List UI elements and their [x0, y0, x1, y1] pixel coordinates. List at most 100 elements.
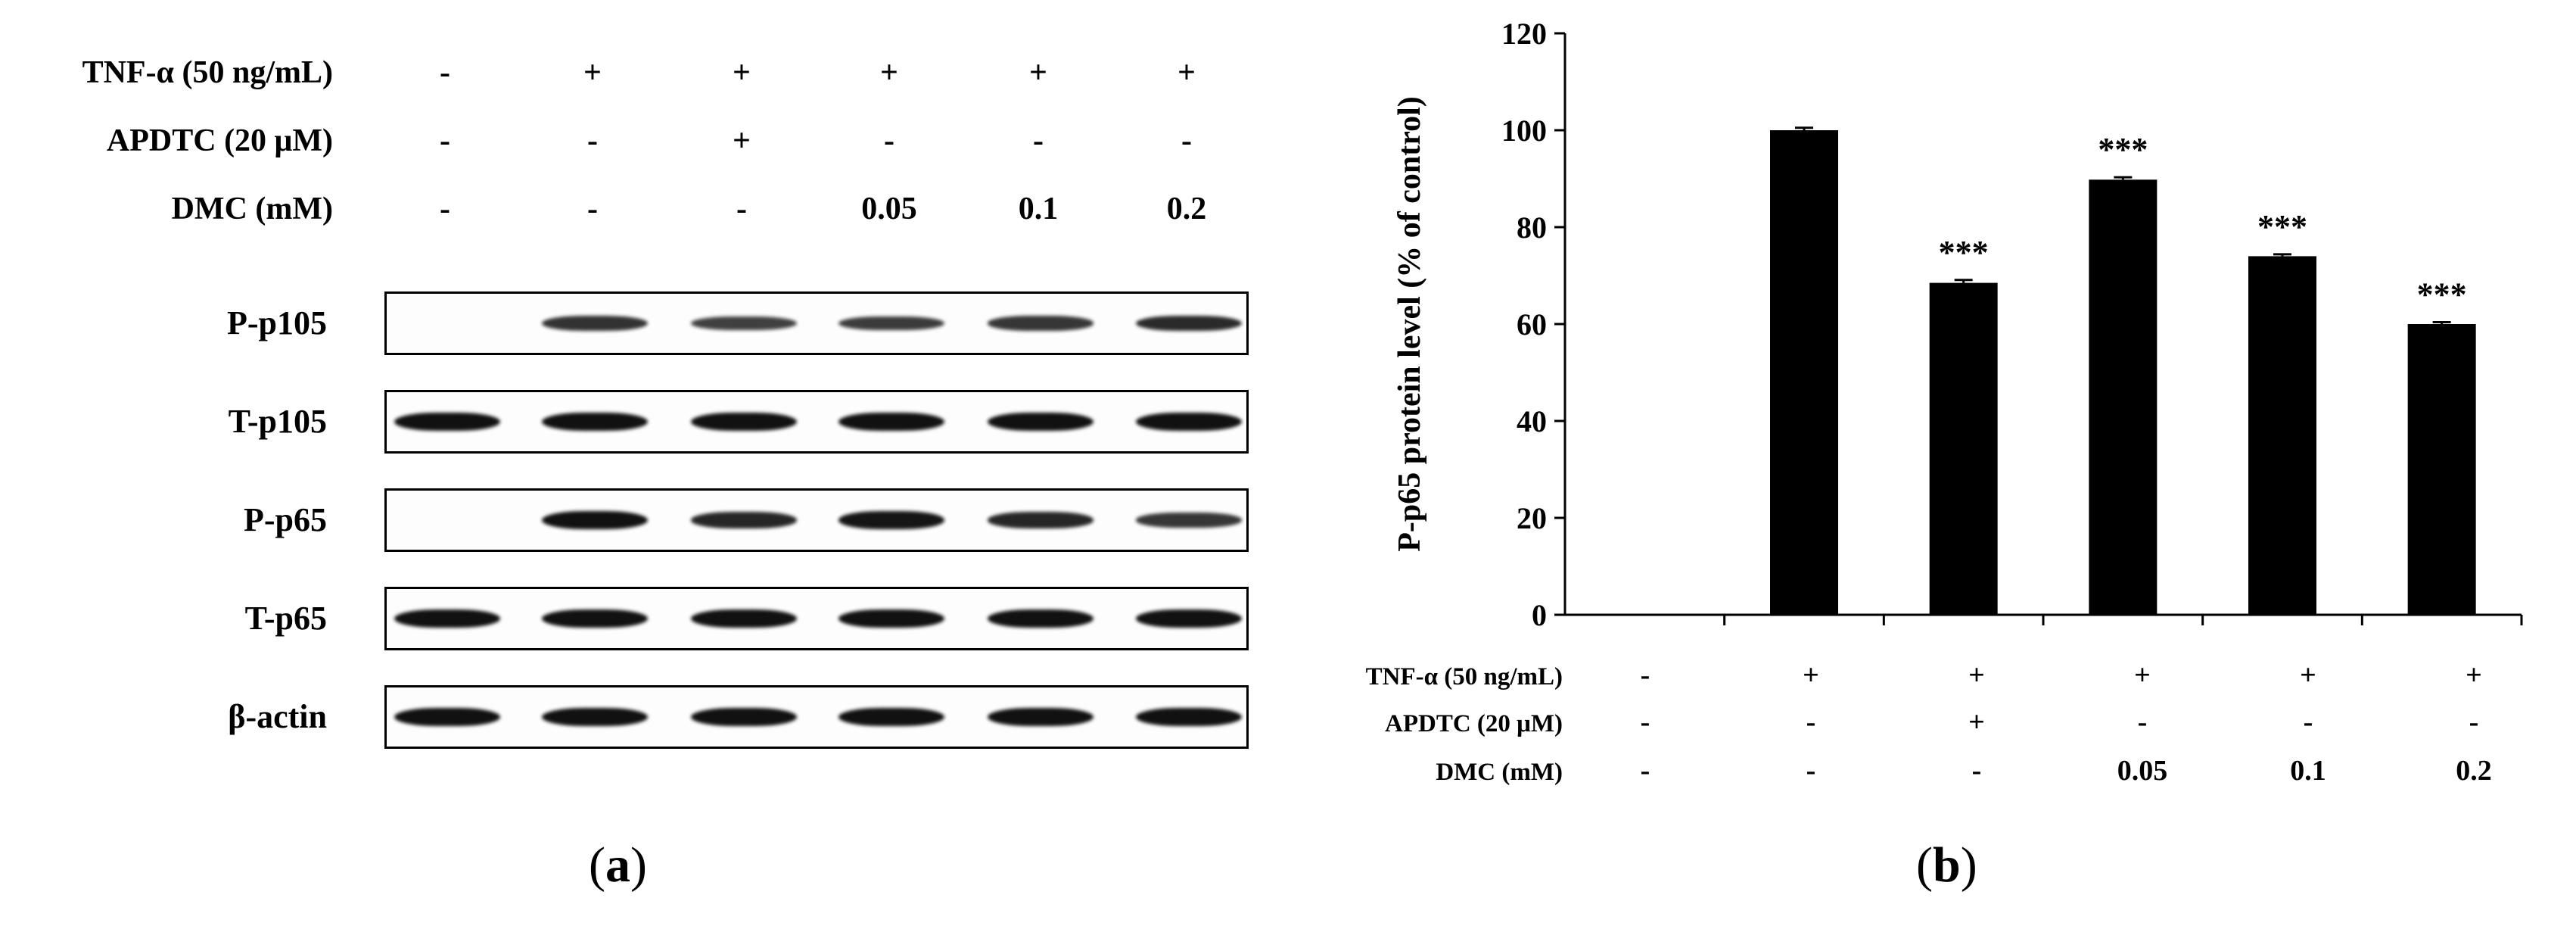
bar	[1770, 130, 1838, 615]
significance-label: ***	[2098, 131, 2148, 168]
blot-label: β-actin	[228, 698, 327, 735]
condition-value: -	[2469, 706, 2479, 738]
blot-label: T-p65	[244, 600, 327, 637]
condition-value: 0.2	[2456, 755, 2492, 787]
y-tick-label: 100	[1501, 114, 1547, 148]
blot-strip	[384, 488, 1249, 552]
condition-value: -	[1806, 755, 1816, 787]
blot-band	[394, 413, 500, 431]
condition-label: TNF-α (50 ng/mL)	[1366, 663, 1563, 691]
blot-condition-value: -	[1033, 123, 1044, 158]
blot-band	[1136, 513, 1242, 528]
blot-condition-label: DMC (mM)	[171, 192, 333, 226]
blot-band	[1136, 413, 1242, 431]
condition-value: -	[1641, 755, 1650, 787]
significance-label: ***	[2257, 208, 2307, 245]
blot-band	[1136, 315, 1242, 332]
condition-value: 0.1	[2290, 755, 2326, 787]
blot-band	[838, 511, 944, 529]
condition-value: -	[1972, 755, 1982, 787]
blot-band	[691, 512, 797, 528]
condition-value: +	[1803, 659, 1819, 691]
blot-band	[838, 708, 944, 726]
blot-condition-value: +	[1178, 55, 1196, 90]
blot-band	[691, 316, 797, 330]
blot-condition-value: +	[733, 123, 751, 158]
condition-value: -	[2138, 706, 2148, 738]
bar	[2407, 324, 2476, 615]
blot-condition-label: TNF-α (50 ng/mL)	[82, 55, 333, 90]
blot-band	[1136, 708, 1242, 726]
condition-label: APDTC (20 μM)	[1385, 710, 1563, 737]
blot-condition-value: -	[884, 123, 894, 158]
blot-condition-value: -	[587, 123, 598, 158]
condition-value: +	[2466, 659, 2482, 691]
blot-band	[838, 413, 944, 431]
condition-value: +	[2300, 659, 2316, 691]
blot-condition-value: -	[440, 55, 450, 90]
blot-condition-value: 0.1	[1018, 192, 1059, 226]
condition-value: -	[1641, 706, 1650, 738]
bar	[2248, 256, 2316, 615]
significance-label: ***	[2417, 276, 2467, 313]
bar-chart-svg: 0 20 40 60 80 100 120 P-p65 protein level (% of…	[1366, 17, 2523, 787]
blot-band	[691, 708, 797, 726]
panel-b-bar-chart: 0 20 40 60 80 100 120 P-p65 protein level (% of…	[1271, 0, 2576, 925]
blot-strip	[384, 587, 1249, 650]
bar	[2089, 179, 2158, 615]
condition-value: -	[1641, 659, 1650, 691]
blot-band	[838, 316, 944, 331]
panel-a-letter-text: a	[605, 837, 630, 893]
condition-value: +	[1968, 706, 1985, 738]
panel-b-letter-text: b	[1932, 837, 1961, 893]
blot-band	[542, 511, 648, 529]
blot-band	[988, 413, 1094, 431]
y-tick-label: 60	[1517, 307, 1547, 341]
y-tick-label: 0	[1532, 598, 1547, 632]
bar	[1929, 282, 1998, 615]
y-axis-label: P-p65 protein level (% of control)	[1392, 96, 1427, 552]
blot-condition-value: -	[736, 192, 747, 226]
blot-condition-value: -	[587, 192, 598, 226]
blot-condition-value: +	[733, 55, 751, 90]
blot-condition-value: -	[1181, 123, 1192, 158]
blot-band	[394, 609, 500, 628]
panel-a-western-blot: TNF-α (50 ng/mL) - + + + + + APDTC (20 μM) - - + - -…	[0, 0, 1271, 925]
panel-a-letter: (a)	[589, 837, 647, 893]
condition-value: -	[1806, 706, 1816, 738]
blot-strip	[384, 390, 1249, 454]
y-tick-label: 40	[1517, 404, 1547, 438]
blot-strip	[384, 291, 1249, 355]
y-tick-label: 20	[1517, 501, 1547, 535]
blot-band	[988, 609, 1094, 628]
blot-condition-value: +	[880, 55, 898, 90]
condition-label: DMC (mM)	[1436, 759, 1563, 786]
blot-condition-value: +	[583, 55, 602, 90]
blot-band	[542, 316, 648, 331]
blot-band	[542, 708, 648, 726]
blot-condition-value: 0.2	[1166, 192, 1207, 226]
blot-condition-value: -	[440, 192, 450, 226]
blot-condition-value: +	[1029, 55, 1047, 90]
blot-band	[691, 413, 797, 431]
blot-band	[691, 609, 797, 628]
blot-band	[542, 609, 648, 628]
condition-value: +	[2134, 659, 2151, 691]
blot-label: P-p105	[227, 304, 327, 341]
blot-condition-value: 0.05	[861, 192, 917, 226]
blot-label: P-p65	[244, 501, 327, 538]
blot-strip	[384, 685, 1249, 749]
blot-band	[1136, 609, 1242, 628]
blot-band	[542, 413, 648, 431]
condition-value: 0.05	[2117, 755, 2168, 787]
condition-value: +	[1968, 659, 1985, 691]
blot-band	[988, 708, 1094, 726]
y-tick-label: 120	[1501, 17, 1547, 51]
blot-band	[838, 609, 944, 628]
blot-condition-label: APDTC (20 μM)	[106, 123, 333, 158]
panel-b-letter: (b)	[1916, 837, 1977, 893]
condition-value: -	[2304, 706, 2313, 738]
significance-label: ***	[1939, 234, 1989, 271]
blot-condition-value: -	[440, 123, 450, 158]
blot-band	[394, 708, 500, 726]
